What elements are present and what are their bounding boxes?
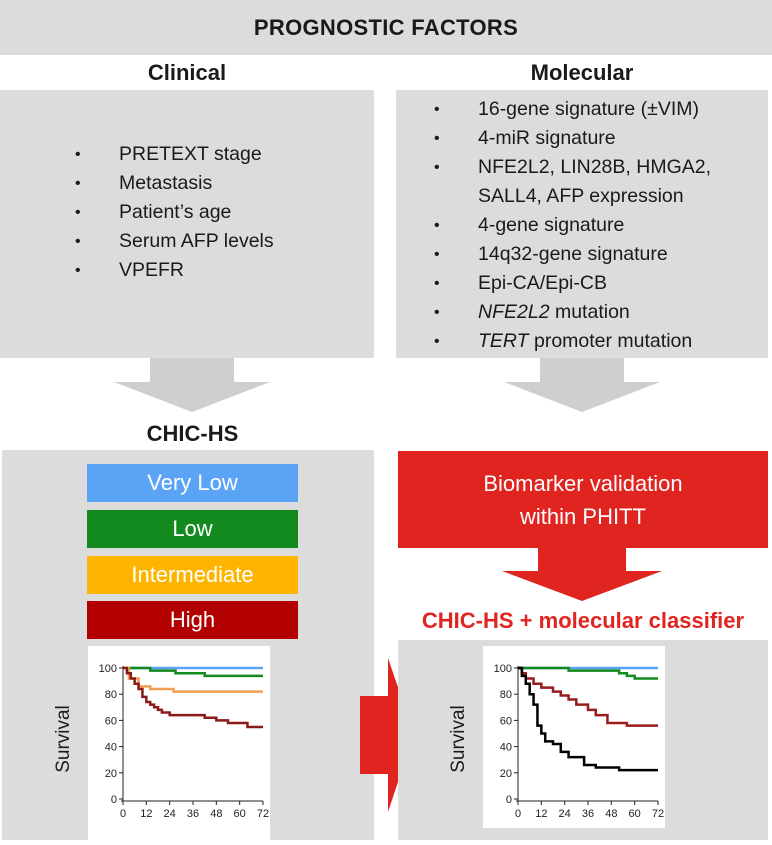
x-tick-label: 48 <box>605 808 617 820</box>
clinical-item: VPEFR <box>75 256 274 285</box>
y-tick-label: 80 <box>105 689 117 701</box>
molecular-list: 16-gene signature (±VIM) 4-miR signature N… <box>434 95 748 356</box>
molecular-item-text: 4-gene signature <box>478 214 625 236</box>
survival-curve-1 <box>518 666 658 680</box>
header-bar: PROGNOSTIC FACTORS <box>0 0 772 55</box>
molecular-item-text: Epi-CA/Epi-CB <box>478 272 607 294</box>
page-title: PROGNOSTIC FACTORS <box>253 14 519 40</box>
chichs-survival-chart: 0 20 40 60 80 100 0 12 24 36 48 60 72 <box>99 663 269 820</box>
molecular-item-text: 14q32-gene signature <box>478 243 668 265</box>
y-tick-label: 0 <box>111 794 117 806</box>
x-tick-label: 0 <box>515 808 521 820</box>
molecular-item: 14q32-gene signature <box>434 240 748 269</box>
clinical-item: Serum AFP levels <box>75 227 274 256</box>
molecular-title: Molecular <box>530 60 634 85</box>
x-tick-label: 72 <box>652 808 664 820</box>
y-tick-label: 100 <box>99 663 117 675</box>
x-tick-label: 48 <box>210 808 222 820</box>
y-tick-label: 60 <box>500 715 512 727</box>
x-tick-label: 0 <box>120 808 126 820</box>
biomarker-box: Biomarker validation within PHITT <box>398 451 768 548</box>
y-tick-label: 60 <box>105 715 117 727</box>
biomarker-line1: Biomarker validation <box>483 470 683 496</box>
molecular-box: 16-gene signature (±VIM) 4-miR signature N… <box>396 90 768 358</box>
risk-group-high: High <box>87 601 298 639</box>
x-tick-label: 12 <box>140 808 152 820</box>
x-tick-label: 60 <box>234 808 246 820</box>
molecular-down-arrow <box>504 358 660 412</box>
molecular-item: 4-miR signature <box>434 124 748 153</box>
survival-curve-3 <box>123 666 263 729</box>
x-tick-label: 12 <box>535 808 547 820</box>
y-tick-label: 20 <box>500 768 512 780</box>
classifier-title: CHIC-HS + molecular classifier <box>421 608 745 633</box>
y-tick-label: 20 <box>105 768 117 780</box>
clinical-box: PRETEXT stageMetastasisPatient’s ageSeru… <box>0 90 374 358</box>
survival-curve-2 <box>123 666 263 693</box>
x-tick-label: 72 <box>257 808 269 820</box>
clinical-list: PRETEXT stageMetastasisPatient’s ageSeru… <box>75 140 274 285</box>
survival-curve-3 <box>518 666 658 772</box>
clinical-item: PRETEXT stage <box>75 140 274 169</box>
classifier-survival-chart: 0 20 40 60 80 100 0 12 24 36 48 60 72 <box>494 663 664 820</box>
risk-group-low: Low <box>87 510 298 548</box>
x-tick-label: 60 <box>629 808 641 820</box>
molecular-item: NFE2L2 mutation <box>434 298 748 327</box>
clinical-item: Patient’s age <box>75 198 274 227</box>
molecular-item: 4-gene signature <box>434 211 748 240</box>
molecular-item-text: 4-miR signature <box>478 127 616 149</box>
x-tick-label: 36 <box>187 808 199 820</box>
y-tick-label: 0 <box>506 794 512 806</box>
molecular-item: 16-gene signature (±VIM) <box>434 95 748 124</box>
molecular-item-text: 16-gene signature (±VIM) <box>478 98 699 120</box>
y-tick-label: 100 <box>494 663 512 675</box>
molecular-item: NFE2L2, LIN28B, HMGA2, SALL4, AFP expres… <box>434 153 748 211</box>
red-down-arrow <box>502 547 662 601</box>
risk-group-intermediate: Intermediate <box>87 556 298 594</box>
x-tick-label: 24 <box>164 808 176 820</box>
x-tick-label: 24 <box>559 808 571 820</box>
survival-curve-2 <box>518 666 658 727</box>
molecular-item-text: promoter mutation <box>528 330 693 352</box>
gene-name: NFE2L2 <box>478 301 550 323</box>
molecular-item-text: mutation <box>549 301 630 323</box>
chichs-survival-panel: 0 20 40 60 80 100 0 12 24 36 48 60 72 <box>88 646 270 840</box>
x-tick-label: 36 <box>582 808 594 820</box>
clinical-item: Metastasis <box>75 169 274 198</box>
biomarker-line2: within PHITT <box>520 503 646 529</box>
gene-name: TERT <box>478 330 529 352</box>
molecular-item: TERT promoter mutation <box>434 327 748 356</box>
classifier-survival-panel: 0 20 40 60 80 100 0 12 24 36 48 60 72 <box>483 646 665 828</box>
y-tick-label: 80 <box>500 689 512 701</box>
chichs-title: CHIC-HS <box>146 421 239 446</box>
clinical-title: Clinical <box>147 60 227 85</box>
molecular-item-text: NFE2L2, LIN28B, HMGA2, SALL4, AFP expres… <box>478 156 712 207</box>
clinical-down-arrow <box>114 358 270 412</box>
y-tick-label: 40 <box>105 742 117 754</box>
risk-group-very-low: Very Low <box>87 464 298 502</box>
molecular-item: Epi-CA/Epi-CB <box>434 269 748 298</box>
chichs-survival-ylabel: Survival <box>53 705 74 773</box>
classifier-survival-ylabel: Survival <box>448 705 469 773</box>
y-tick-label: 40 <box>500 742 512 754</box>
survival-curve-1 <box>123 666 263 678</box>
